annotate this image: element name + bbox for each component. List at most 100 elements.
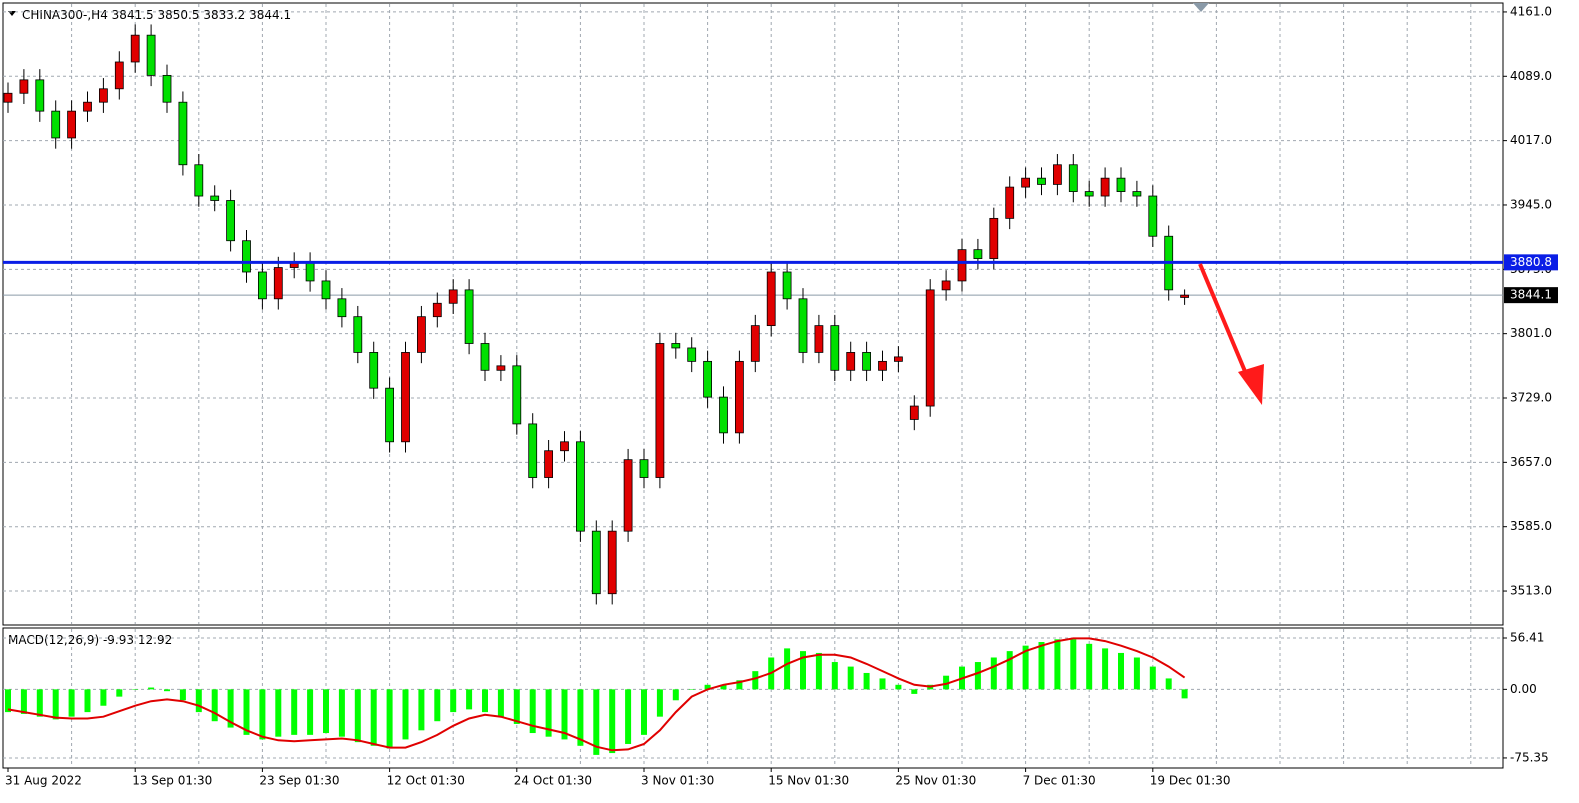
macd-bar: [513, 689, 520, 724]
candle-body: [401, 352, 410, 443]
macd-bar: [227, 689, 234, 728]
candle-body: [766, 271, 776, 327]
macd-bar: [815, 652, 822, 690]
macd-bar: [1054, 639, 1061, 690]
macd-bar: [577, 689, 584, 746]
candle-body: [671, 343, 681, 349]
y-tick-label: 56.41: [1510, 631, 1544, 645]
candle-body: [35, 79, 45, 112]
annotation-arrow: [1198, 263, 1254, 389]
macd-panel: [2, 627, 1504, 769]
macd-bar: [1022, 645, 1029, 690]
macd-bar: [370, 689, 377, 746]
x-tick-label: 25 Nov 01:30: [895, 774, 976, 788]
candle-body: [67, 110, 76, 139]
macd-bar: [68, 689, 75, 717]
candle-body: [178, 101, 188, 166]
candle-body: [51, 110, 61, 139]
candle-body: [973, 249, 983, 259]
x-tick-label: 19 Dec 01:30: [1150, 774, 1231, 788]
macd-bar: [84, 689, 91, 713]
macd-bar: [911, 689, 918, 694]
macd-bar: [561, 689, 568, 740]
candle-body: [591, 530, 601, 595]
macd-bar: [482, 689, 488, 713]
candle-body: [257, 271, 267, 300]
candle-body: [782, 271, 792, 300]
x-tick-label: 12 Oct 01:30: [387, 774, 465, 788]
macd-bar: [275, 689, 282, 737]
candle-body: [1053, 164, 1062, 185]
macd-bar: [1086, 643, 1093, 690]
candle-body: [989, 217, 999, 259]
level-label: 3880.8: [1510, 255, 1552, 269]
candle-body: [416, 316, 426, 353]
macd-bar: [164, 689, 170, 692]
macd-bar: [1006, 651, 1013, 690]
price-label: 3844.1: [1510, 288, 1552, 302]
candle-body: [814, 325, 824, 353]
macd-bar: [895, 684, 902, 690]
candle-body: [273, 267, 283, 300]
candle-body: [1116, 177, 1126, 192]
y-tick-label: 4017.0: [1510, 133, 1552, 147]
symbol: CHINA300-,H4: [22, 8, 108, 22]
macd-bar: [116, 689, 123, 697]
macd-bar: [847, 666, 854, 690]
x-tick-label: 23 Sep 01:30: [259, 774, 339, 788]
candle-body: [305, 262, 315, 282]
macd-bar: [466, 689, 473, 710]
candle-body: [464, 289, 474, 344]
macd-bar: [259, 689, 266, 740]
macd-bar: [132, 689, 139, 690]
macd-bar: [1038, 642, 1045, 690]
candle-body: [321, 280, 331, 300]
macd-last: -9.93: [103, 633, 134, 647]
candle-body: [719, 396, 728, 434]
macd-bar: [386, 689, 393, 749]
macd-bar: [625, 689, 632, 744]
candle-body: [1021, 177, 1030, 188]
candle-body: [369, 352, 379, 389]
candle-body: [830, 325, 840, 371]
macd-bar: [831, 662, 838, 690]
candle-body: [3, 92, 13, 103]
level-label-box: [1504, 254, 1558, 271]
macd-bar: [450, 689, 457, 713]
candle-body: [957, 249, 967, 282]
candle-body: [210, 195, 220, 201]
macd-bar: [52, 689, 59, 720]
macd-bar: [943, 675, 950, 690]
candle-body: [576, 441, 585, 532]
x-tick-label: 3 Nov 01:30: [641, 774, 714, 788]
y-tick-label: 3657.0: [1510, 455, 1552, 469]
macd-bar: [20, 689, 27, 714]
macd-header: MACD(12,26,9) -9.93 12.92: [8, 633, 172, 647]
signal-line: [7, 637, 1186, 752]
candle-body: [1180, 294, 1189, 298]
candle-body: [735, 360, 744, 434]
candle-body: [687, 347, 697, 362]
main-panel: [2, 2, 1504, 626]
x-tick-label: 7 Dec 01:30: [1023, 774, 1096, 788]
candle-body: [146, 34, 156, 76]
y-tick-label: 3801.0: [1510, 326, 1552, 340]
candle-body: [750, 325, 760, 362]
candle-body: [83, 101, 92, 112]
y-tick-label: -75.35: [1510, 750, 1549, 764]
macd-bar: [529, 689, 536, 734]
last-high: 3850.5: [158, 8, 200, 22]
macd-bar: [1070, 639, 1077, 690]
macd-bar: [36, 689, 43, 717]
macd-bar: [1118, 652, 1124, 690]
x-tick-label: 13 Sep 01:30: [132, 774, 212, 788]
candle-body: [114, 61, 124, 90]
candle-body: [1037, 177, 1046, 185]
candle-body: [337, 298, 347, 318]
macd-bar: [545, 689, 552, 737]
candle-body: [655, 343, 665, 478]
candle-body: [353, 316, 363, 353]
candle-body: [194, 164, 204, 197]
candle-body: [385, 387, 395, 443]
